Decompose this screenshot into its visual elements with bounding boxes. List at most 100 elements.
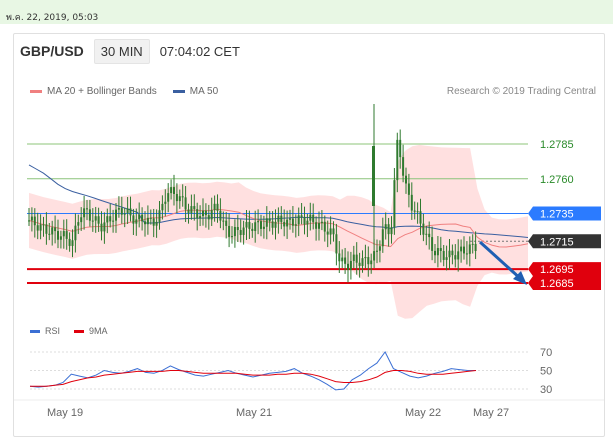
candle-body <box>422 223 425 235</box>
candle-body <box>396 139 399 181</box>
candle-body <box>210 210 213 220</box>
chart-header: GBP/USD 30 MIN 07:04:02 CET <box>13 37 605 65</box>
candle-body <box>309 214 312 221</box>
candle-body <box>306 220 309 225</box>
candle-body <box>277 215 280 222</box>
candle-body <box>126 208 129 214</box>
candle-body <box>274 221 277 228</box>
x-tick-may-22: May 22 <box>405 407 441 419</box>
candle-body <box>100 223 103 232</box>
candle-body <box>341 257 344 262</box>
candle-body <box>175 193 178 202</box>
ma50-legend-label: MA 50 <box>189 86 219 97</box>
candle-body <box>204 210 207 216</box>
candle-body <box>425 233 428 235</box>
candle-body <box>94 216 97 221</box>
rsi-ma9-line <box>30 370 477 387</box>
candle-body <box>129 208 132 216</box>
candle-body <box>347 263 349 270</box>
candle-body <box>312 214 315 223</box>
clock-label: 07:04:02 CET <box>159 43 240 59</box>
candle-body <box>45 224 48 234</box>
candle-body <box>115 209 117 221</box>
candle-body <box>68 238 71 246</box>
candle-body <box>83 208 86 218</box>
candle-body <box>28 220 30 222</box>
candle-body <box>97 216 100 224</box>
candle-body <box>402 157 405 176</box>
candle-body <box>468 244 471 254</box>
candle-body <box>164 201 167 204</box>
candle-body <box>332 228 335 235</box>
candle-body <box>405 175 407 184</box>
candle-body <box>349 260 352 270</box>
candle-body <box>39 224 42 231</box>
candle-body <box>271 221 274 228</box>
candle-body <box>103 222 106 232</box>
candle-body <box>355 254 358 263</box>
candle-body <box>297 215 300 225</box>
candle-body <box>173 187 175 194</box>
candle-body <box>463 246 465 254</box>
candle-body <box>451 250 454 256</box>
candle-body <box>283 221 286 227</box>
forecast-arrow-head <box>513 271 527 285</box>
candle-body <box>74 225 77 241</box>
candle-body <box>416 211 419 213</box>
candle-body <box>158 210 161 222</box>
candle-body <box>207 215 210 220</box>
candle-body <box>106 216 109 223</box>
candle-body <box>36 225 39 231</box>
candle-body <box>460 246 463 252</box>
candle-body <box>109 216 112 222</box>
candle-body <box>231 236 233 238</box>
candle-body <box>236 227 239 231</box>
candle-body <box>367 257 370 265</box>
candle-body <box>344 257 347 264</box>
candle-body <box>91 220 94 222</box>
candle-body <box>149 217 152 219</box>
candle-body <box>373 251 376 261</box>
candle-body <box>54 227 57 232</box>
candle-body <box>170 187 173 194</box>
candle-body <box>184 197 187 210</box>
ma9-legend-label: 9MA <box>89 326 108 336</box>
candle-body <box>77 222 80 226</box>
level-label-1-2715: 1.2715 <box>540 236 574 248</box>
ma20-swatch <box>30 90 42 93</box>
candle-body <box>410 194 413 211</box>
candle-body <box>326 231 329 235</box>
level-tag-1-2715 <box>528 234 601 249</box>
candle-body <box>445 257 448 260</box>
candle-body <box>48 233 51 235</box>
candle-body <box>233 227 236 237</box>
candle-body <box>141 214 144 222</box>
research-credit: Research © 2019 Trading Central <box>446 86 596 97</box>
candle-body <box>138 214 141 220</box>
rsi-swatch <box>30 329 40 333</box>
candle-body <box>457 251 460 260</box>
ma20-legend-label: MA 20 + Bollinger Bands <box>47 86 157 97</box>
ma50-swatch <box>172 90 185 93</box>
timeframe-button[interactable]: 30 MIN <box>93 38 150 64</box>
timestamp-text: พ.ค. 22, 2019, 05:03 <box>6 13 99 23</box>
candle-body <box>364 257 367 259</box>
candle-body <box>268 218 271 222</box>
candle-body <box>407 183 410 195</box>
candle-body <box>442 250 445 260</box>
candle-body <box>448 250 451 258</box>
candle-body <box>286 219 289 227</box>
candle-body <box>265 218 268 227</box>
candle-body <box>239 230 242 235</box>
candle-body <box>361 258 364 266</box>
candle-body <box>222 220 225 222</box>
candle-body <box>303 217 306 225</box>
candle-body <box>242 227 245 235</box>
candle-body <box>161 203 164 211</box>
candle-body <box>120 208 123 215</box>
candle-body <box>428 233 431 238</box>
legend-ma20: MA 20 + Bollinger Bands <box>30 86 157 97</box>
candle-body <box>335 234 338 254</box>
candle-body <box>262 226 265 229</box>
